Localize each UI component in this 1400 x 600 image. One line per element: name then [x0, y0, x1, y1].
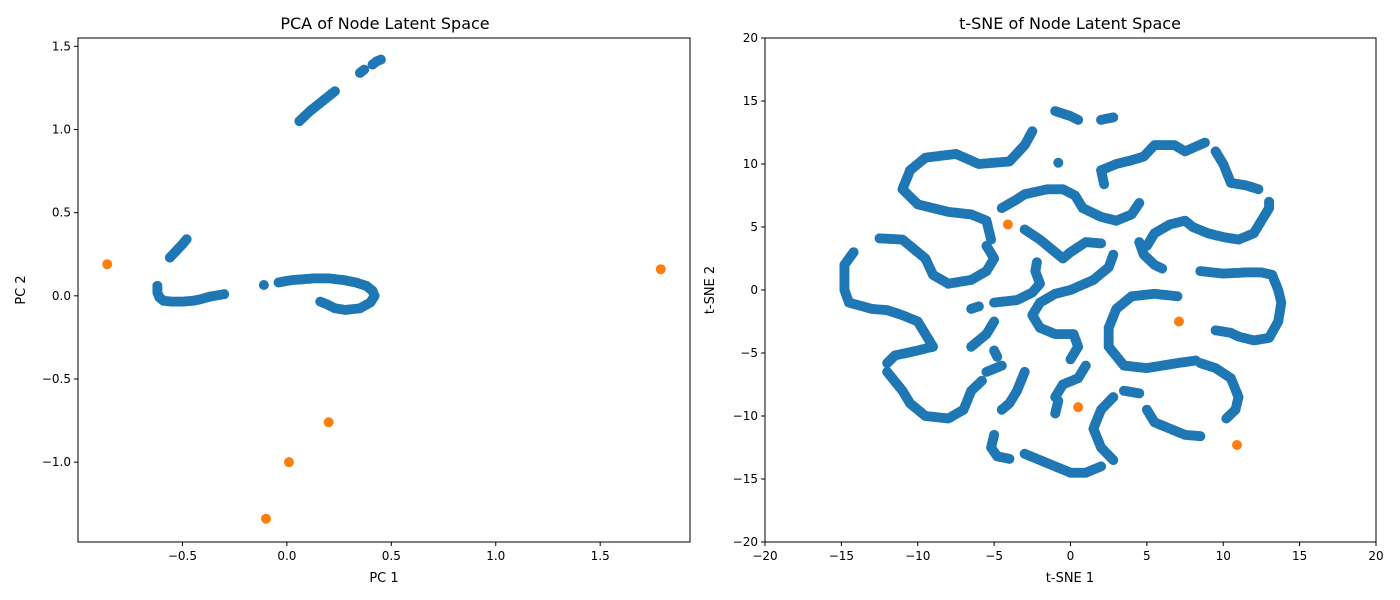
pca-outlier-point [260, 513, 271, 524]
tsne-point [1096, 461, 1107, 472]
pca-point [315, 296, 326, 307]
pca-point [258, 280, 269, 291]
tsne-outlier-point [1073, 402, 1084, 413]
tsne-point [1199, 137, 1210, 148]
tsne-x-tick-label: −10 [905, 549, 930, 563]
tsne-y-tick-label: 5 [750, 220, 758, 234]
pca-marks [102, 54, 666, 524]
tsne-point [882, 358, 893, 369]
pca-outlier-point [283, 457, 294, 468]
tsne-y-tick-label: −5 [740, 346, 758, 360]
pca-outlier-point [323, 417, 334, 428]
tsne-panel: t-SNE of Node Latent Space −20 −15 −10 −5 0 5… [703, 14, 1384, 586]
pca-y-ticks: −1.0 −0.5 0.0 0.5 1.0 1.5 [42, 39, 78, 469]
tsne-y-tick-label: 15 [743, 94, 758, 108]
tsne-x-ticks: −20 −15 −10 −5 0 5 10 15 20 [752, 542, 1384, 563]
tsne-point [1065, 354, 1076, 365]
tsne-title: t-SNE of Node Latent Space [959, 14, 1181, 33]
tsne-point [973, 301, 984, 312]
pca-y-tick-label: −1.0 [42, 455, 71, 469]
pca-title: PCA of Node Latent Space [280, 14, 489, 33]
pca-x-axis-label: PC 1 [369, 571, 398, 586]
tsne-point [1264, 196, 1275, 207]
tsne-x-tick-label: 10 [1216, 549, 1231, 563]
pca-point [375, 54, 386, 65]
tsne-x-tick-label: 15 [1292, 549, 1307, 563]
tsne-y-axis-label: t-SNE 2 [703, 266, 718, 314]
tsne-outlier-point [1231, 439, 1242, 450]
tsne-x-tick-label: 0 [1067, 549, 1075, 563]
tsne-point [996, 360, 1007, 371]
tsne-point [989, 316, 1000, 327]
tsne-point [976, 375, 987, 386]
tsne-x-axis-label: t-SNE 1 [1046, 571, 1094, 586]
tsne-y-tick-label: −10 [733, 409, 758, 423]
tsne-marks [839, 106, 1287, 478]
tsne-y-tick-label: 10 [743, 157, 758, 171]
tsne-x-tick-label: −15 [829, 549, 854, 563]
pca-x-tick-label: −0.5 [168, 549, 197, 563]
tsne-point [1004, 453, 1015, 464]
tsne-x-tick-label: −5 [985, 549, 1003, 563]
tsne-point [1053, 395, 1064, 406]
tsne-point [1096, 238, 1107, 249]
tsne-y-tick-label: 20 [743, 31, 758, 45]
pca-x-tick-label: 0.0 [277, 549, 296, 563]
tsne-point [981, 240, 992, 251]
pca-y-tick-label: 1.0 [52, 122, 71, 136]
pca-x-tick-label: 0.5 [382, 549, 401, 563]
tsne-point [1221, 413, 1232, 424]
pca-y-tick-label: −0.5 [42, 372, 71, 386]
pca-x-ticks: −0.5 0.0 0.5 1.0 1.5 [168, 542, 610, 563]
tsne-x-tick-label: −20 [752, 549, 777, 563]
tsne-y-tick-label: 0 [750, 283, 758, 297]
tsne-x-tick-label: 5 [1143, 549, 1151, 563]
tsne-point [996, 404, 1007, 415]
tsne-point [1195, 431, 1206, 442]
tsne-y-ticks: −20 −15 −10 −5 0 5 10 15 20 [733, 31, 765, 549]
tsne-outlier-point [1173, 316, 1184, 327]
tsne-point [1031, 257, 1042, 268]
pca-panel: PCA of Node Latent Space −0.5 0.0 0.5 1.0 1.… [14, 14, 691, 586]
tsne-y-tick-label: −20 [733, 535, 758, 549]
tsne-point [1253, 184, 1264, 195]
pca-y-tick-label: 0.0 [52, 289, 71, 303]
tsne-point [1080, 360, 1091, 371]
tsne-point [1210, 325, 1221, 336]
pca-point [329, 86, 340, 97]
tsne-point [1108, 455, 1119, 466]
pca-outlier-point [655, 264, 666, 275]
tsne-outlier-point [1002, 219, 1013, 230]
tsne-point [1134, 388, 1145, 399]
tsne-point [1157, 263, 1168, 274]
tsne-y-tick-label: −15 [733, 472, 758, 486]
pca-point [219, 289, 230, 300]
tsne-x-tick-label: 20 [1368, 549, 1383, 563]
pca-y-tick-label: 0.5 [52, 206, 71, 220]
pca-outlier-point [102, 259, 113, 270]
tsne-point [1134, 198, 1145, 209]
tsne-point [1108, 112, 1119, 123]
tsne-point [1073, 114, 1084, 125]
tsne-point [992, 351, 1003, 362]
pca-plot-frame [77, 37, 691, 543]
pca-y-axis-label: PC 2 [14, 275, 29, 304]
pca-x-tick-label: 1.0 [486, 549, 505, 563]
pca-y-tick-label: 1.5 [52, 39, 71, 53]
pca-x-tick-label: 1.5 [591, 549, 610, 563]
pca-point [181, 234, 192, 245]
pca-point [359, 64, 370, 75]
tsne-point [1053, 157, 1064, 168]
